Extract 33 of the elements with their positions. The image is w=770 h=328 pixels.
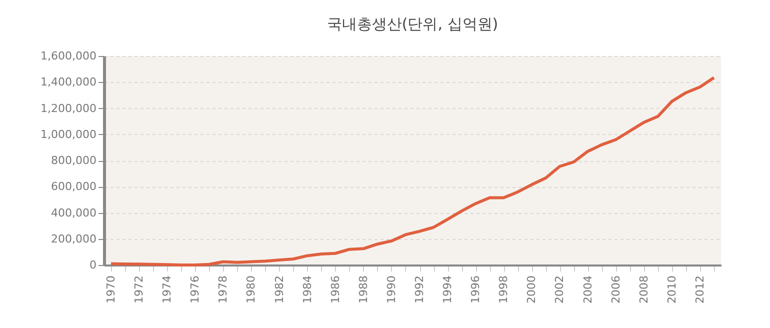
x-tick-label: 2002 (553, 276, 566, 304)
x-tick-label: 2010 (665, 276, 678, 304)
x-tick-label: 1974 (160, 276, 174, 304)
x-tick-label: 1996 (469, 276, 482, 304)
x-tick-label: 2000 (525, 276, 538, 304)
x-tick-label: 1986 (328, 276, 342, 304)
y-tick-label: 1,400,000 (40, 76, 96, 89)
x-tick-label: 1970 (104, 276, 118, 304)
y-tick-label: 400,000 (51, 206, 96, 220)
chart-title: 국내총생산(단위, 십억원) (326, 15, 498, 33)
x-tick-label: 1972 (132, 276, 146, 304)
x-tick-label: 1998 (497, 276, 510, 304)
x-tick-label: 1980 (244, 276, 258, 304)
x-tick-label: 1994 (441, 276, 454, 304)
x-tick-label: 1976 (188, 276, 202, 304)
y-tick-label: 1,200,000 (40, 102, 96, 115)
x-tick-label: 1992 (413, 276, 426, 304)
y-tick-label: 600,000 (51, 180, 96, 194)
x-tick-label: 1982 (272, 276, 286, 304)
y-tick-label: 0 (90, 258, 96, 272)
x-tick-label: 2006 (609, 276, 622, 304)
x-tick-label: 1988 (356, 276, 370, 304)
line-series (110, 76, 716, 266)
y-tick-label: 1,600,000 (40, 50, 96, 62)
x-tick-label: 1984 (300, 276, 314, 304)
x-tick-label: 1990 (384, 276, 398, 304)
x-tick-label: 2004 (581, 276, 594, 304)
x-tick-label: 1978 (216, 276, 230, 304)
y-tick-label: 800,000 (51, 154, 96, 167)
x-tick-label: 2008 (637, 276, 650, 304)
x-tick-label: 2012 (693, 276, 706, 304)
y-tick-label: 1,000,000 (40, 128, 96, 141)
y-tick-label: 200,000 (51, 232, 96, 246)
